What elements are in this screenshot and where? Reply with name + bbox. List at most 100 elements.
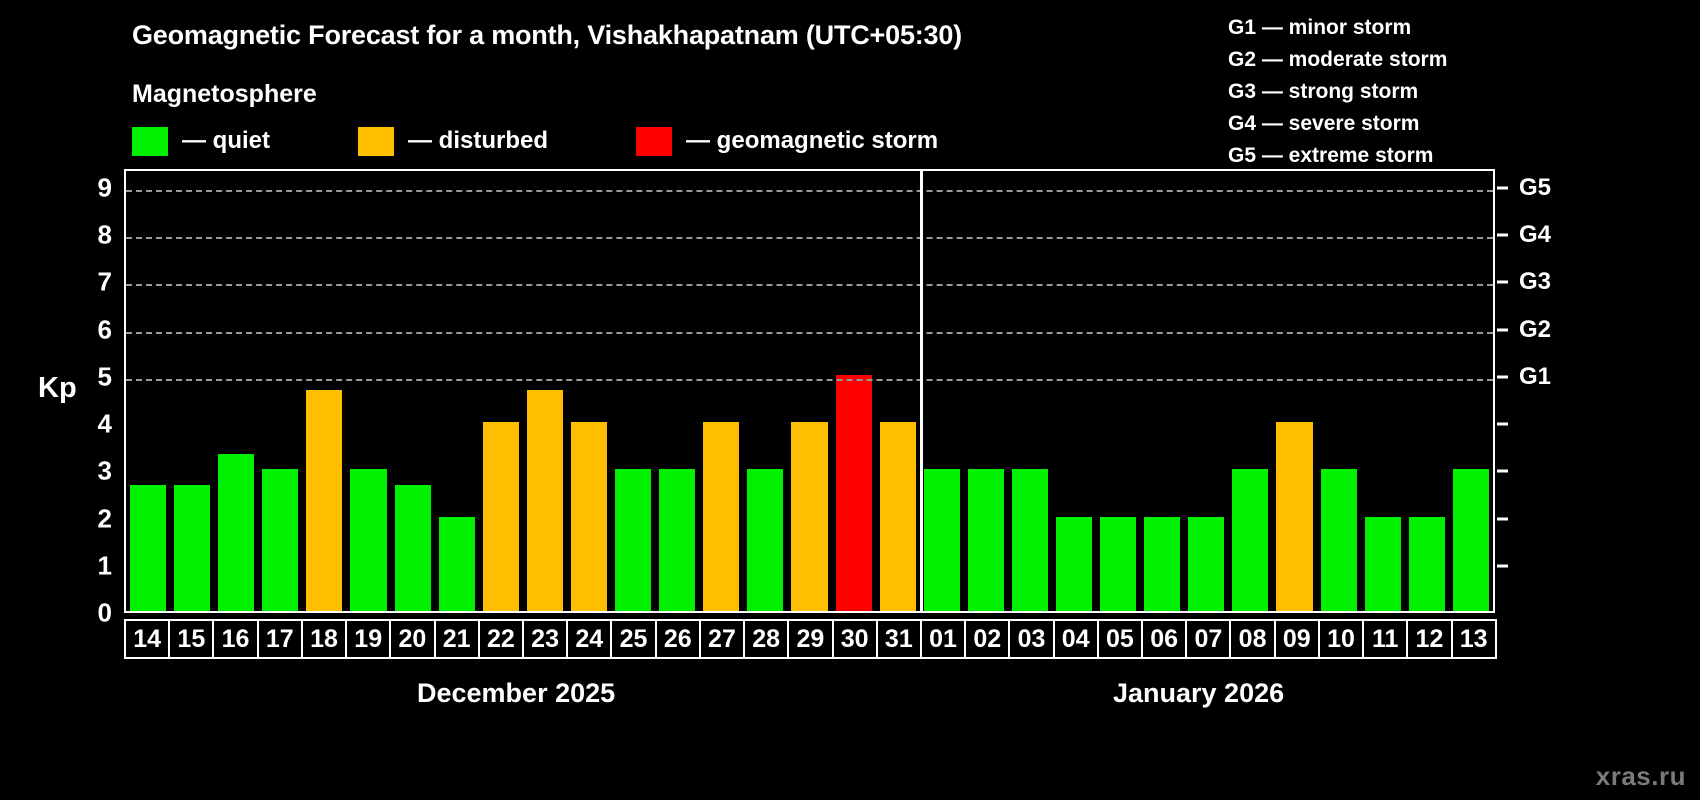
bar-cell[interactable]	[1272, 171, 1316, 611]
bar-16[interactable]	[218, 453, 255, 611]
bar-cell[interactable]	[1317, 171, 1361, 611]
bar-cell[interactable]	[655, 171, 699, 611]
date-cell-10[interactable]: 10	[1317, 619, 1365, 659]
date-label: 14	[133, 624, 162, 653]
bar-cell[interactable]	[214, 171, 258, 611]
bar-cell[interactable]	[346, 171, 390, 611]
date-cell-28[interactable]: 28	[743, 619, 790, 659]
bar-28[interactable]	[747, 469, 784, 611]
bar-23[interactable]	[526, 390, 563, 611]
bar-19[interactable]	[350, 469, 387, 611]
date-cell-25[interactable]: 25	[610, 619, 657, 659]
date-cell-12[interactable]: 12	[1406, 619, 1453, 659]
bar-05[interactable]	[1100, 516, 1137, 611]
bar-17[interactable]	[262, 469, 299, 611]
bar-13[interactable]	[1452, 469, 1489, 611]
bar-cell[interactable]	[567, 171, 611, 611]
date-cell-02[interactable]: 02	[964, 619, 1011, 659]
date-cell-27[interactable]: 27	[698, 619, 746, 659]
bar-cell[interactable]	[1361, 171, 1405, 611]
date-cell-18[interactable]: 18	[300, 619, 348, 659]
bar-cell[interactable]	[1184, 171, 1228, 611]
bar-20[interactable]	[394, 484, 431, 611]
bar-22[interactable]	[482, 422, 519, 611]
bar-18[interactable]	[306, 390, 343, 611]
date-cell-05[interactable]: 05	[1096, 619, 1144, 659]
bar-cell[interactable]	[699, 171, 743, 611]
bar-02[interactable]	[967, 469, 1004, 611]
bar-25[interactable]	[615, 469, 652, 611]
bar-26[interactable]	[659, 469, 696, 611]
date-cell-21[interactable]: 21	[433, 619, 480, 659]
date-label: 16	[221, 624, 250, 653]
g-tick-mark-minor	[1497, 564, 1508, 568]
bar-cell[interactable]	[1140, 171, 1184, 611]
bar-12[interactable]	[1408, 516, 1445, 611]
date-cell-22[interactable]: 22	[477, 619, 524, 659]
bar-cell[interactable]	[876, 171, 920, 611]
date-cell-29[interactable]: 29	[787, 619, 834, 659]
bar-07[interactable]	[1188, 516, 1225, 611]
date-cell-14[interactable]: 14	[124, 619, 171, 659]
date-cell-13[interactable]: 13	[1450, 619, 1497, 659]
bar-cell[interactable]	[1228, 171, 1272, 611]
bar-14[interactable]	[130, 484, 167, 611]
date-cell-04[interactable]: 04	[1052, 619, 1099, 659]
bar-29[interactable]	[791, 422, 828, 611]
date-cell-01[interactable]: 01	[919, 619, 967, 659]
bar-cell[interactable]	[302, 171, 346, 611]
bar-cell[interactable]	[787, 171, 831, 611]
g-scale-item: G1 — minor storm	[1228, 16, 1412, 39]
bar-04[interactable]	[1055, 516, 1093, 611]
date-cell-15[interactable]: 15	[168, 619, 215, 659]
bar-cell[interactable]	[1096, 171, 1140, 611]
bar-cell[interactable]	[920, 171, 964, 611]
date-cell-19[interactable]: 19	[345, 619, 392, 659]
bar-10[interactable]	[1320, 469, 1357, 611]
date-cell-23[interactable]: 23	[521, 619, 569, 659]
bar-30[interactable]	[835, 374, 872, 611]
date-cell-09[interactable]: 09	[1273, 619, 1320, 659]
bar-cell[interactable]	[1405, 171, 1449, 611]
bar-cell[interactable]	[258, 171, 302, 611]
bar-03[interactable]	[1011, 469, 1048, 611]
date-cell-26[interactable]: 26	[654, 619, 701, 659]
date-cell-24[interactable]: 24	[566, 619, 613, 659]
bar-cell[interactable]	[1052, 171, 1096, 611]
date-cell-06[interactable]: 06	[1141, 619, 1188, 659]
bar-09[interactable]	[1276, 422, 1313, 611]
bar-27[interactable]	[703, 422, 740, 611]
bar-15[interactable]	[174, 484, 211, 611]
date-cell-08[interactable]: 08	[1229, 619, 1276, 659]
bar-cell[interactable]	[964, 171, 1008, 611]
date-cell-30[interactable]: 30	[831, 619, 878, 659]
date-cell-03[interactable]: 03	[1008, 619, 1055, 659]
legend-item-storm: — geomagnetic storm	[636, 126, 938, 156]
bar-cell[interactable]	[523, 171, 567, 611]
date-cell-31[interactable]: 31	[875, 619, 922, 659]
month-label-january: January 2026	[1113, 678, 1285, 708]
date-cell-20[interactable]: 20	[389, 619, 436, 659]
bar-31[interactable]	[879, 422, 916, 611]
bar-01[interactable]	[923, 469, 960, 611]
bar-cell[interactable]	[435, 171, 479, 611]
bar-cell[interactable]	[1008, 171, 1052, 611]
bar-cell[interactable]	[479, 171, 523, 611]
bar-06[interactable]	[1144, 516, 1181, 611]
bar-cell[interactable]	[391, 171, 435, 611]
date-cell-07[interactable]: 07	[1185, 619, 1232, 659]
bar-08[interactable]	[1232, 469, 1269, 611]
bar-cell[interactable]	[126, 171, 170, 611]
bar-cell[interactable]	[832, 171, 876, 611]
bar-cell[interactable]	[1449, 171, 1493, 611]
date-cell-17[interactable]: 17	[256, 619, 303, 659]
bar-cell[interactable]	[611, 171, 655, 611]
bar-cell[interactable]	[743, 171, 787, 611]
bar-24[interactable]	[570, 422, 608, 611]
bar-21[interactable]	[438, 516, 475, 611]
legend-item-disturbed: — disturbed	[358, 126, 548, 156]
date-cell-11[interactable]: 11	[1362, 619, 1409, 659]
bar-cell[interactable]	[170, 171, 214, 611]
date-cell-16[interactable]: 16	[212, 619, 259, 659]
bar-11[interactable]	[1364, 516, 1401, 611]
